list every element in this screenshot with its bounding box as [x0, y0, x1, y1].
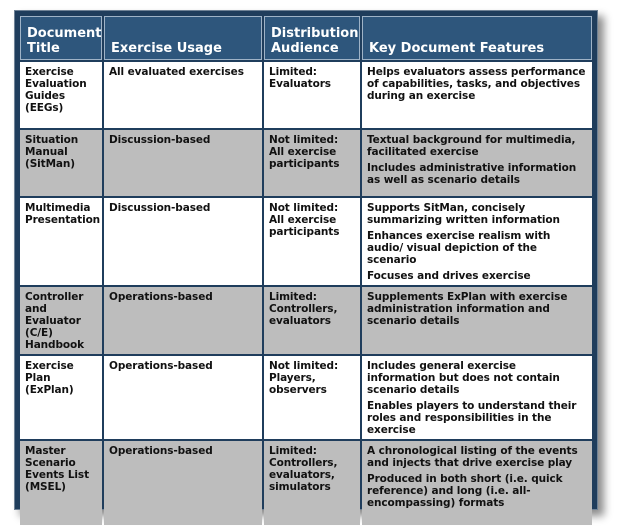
- feature-item: Supplements ExPlan with exercise adminis…: [367, 291, 568, 327]
- table-row: Master Scenario Events List (MSEL) Opera…: [20, 441, 592, 525]
- exercise-documents-table: Document Title Exercise Usage Distributi…: [18, 14, 594, 527]
- usage-cell: All evaluated exercises: [104, 62, 262, 128]
- header-distribution-audience: Distribution Audience: [264, 16, 360, 60]
- table-row: Exercise Plan (ExPlan) Operations-based …: [20, 356, 592, 439]
- header-row: Document Title Exercise Usage Distributi…: [20, 16, 592, 60]
- feature-item: Enables players to understand their role…: [367, 400, 577, 436]
- doc-title-cell: Controller and Evaluator (C/E) Handbook: [20, 287, 102, 354]
- usage-cell: Discussion-based: [104, 130, 262, 196]
- table-row: Exercise Evaluation Guides (EEGs) All ev…: [20, 62, 592, 128]
- usage-cell: Discussion-based: [104, 198, 262, 285]
- audience-cell: Not limited: All exercise participants: [264, 198, 360, 285]
- header-exercise-usage: Exercise Usage: [104, 16, 262, 60]
- usage-cell: Operations-based: [104, 356, 262, 439]
- doc-title-cell: Master Scenario Events List (MSEL): [20, 441, 102, 525]
- feature-item: Includes general exercise information bu…: [367, 360, 560, 396]
- feature-item: Textual background for multimedia, facil…: [367, 134, 576, 158]
- feature-item: Helps evaluators assess performance of c…: [367, 66, 586, 102]
- doc-title-cell: Exercise Evaluation Guides (EEGs): [20, 62, 102, 128]
- doc-title-cell: Exercise Plan (ExPlan): [20, 356, 102, 439]
- audience-cell: Not limited: All exercise participants: [264, 130, 360, 196]
- features-cell: Supplements ExPlan with exercise adminis…: [362, 287, 592, 354]
- audience-cell: Limited: Evaluators: [264, 62, 360, 128]
- audience-cell: Limited: Controllers, evaluators, simula…: [264, 441, 360, 525]
- feature-item: Enhances exercise realism with audio/ vi…: [367, 230, 551, 266]
- document-table-frame: Document Title Exercise Usage Distributi…: [14, 10, 598, 525]
- features-cell: Supports SitMan, concisely summarizing w…: [362, 198, 592, 285]
- table-row: Controller and Evaluator (C/E) Handbook …: [20, 287, 592, 354]
- header-document-title: Document Title: [20, 16, 102, 60]
- audience-cell: Limited: Controllers, evaluators: [264, 287, 360, 354]
- feature-item: A chronological listing of the events an…: [367, 445, 578, 469]
- table-row: Multimedia Presentation Discussion-based…: [20, 198, 592, 285]
- feature-item: Focuses and drives exercise: [367, 270, 531, 282]
- features-cell: Includes general exercise information bu…: [362, 356, 592, 439]
- features-cell: Helps evaluators assess performance of c…: [362, 62, 592, 128]
- doc-title-cell: Multimedia Presentation: [20, 198, 102, 285]
- feature-item: Includes administrative information as w…: [367, 162, 577, 186]
- features-cell: Textual background for multimedia, facil…: [362, 130, 592, 196]
- header-key-features: Key Document Features: [362, 16, 592, 60]
- table-row: Situation Manual (SitMan) Discussion-bas…: [20, 130, 592, 196]
- usage-cell: Operations-based: [104, 441, 262, 525]
- doc-title-cell: Situation Manual (SitMan): [20, 130, 102, 196]
- features-cell: A chronological listing of the events an…: [362, 441, 592, 525]
- feature-item: Supports SitMan, concisely summarizing w…: [367, 202, 560, 226]
- feature-item: Produced in both short (i.e. quick refer…: [367, 473, 563, 509]
- audience-cell: Not limited: Players, observers: [264, 356, 360, 439]
- usage-cell: Operations-based: [104, 287, 262, 354]
